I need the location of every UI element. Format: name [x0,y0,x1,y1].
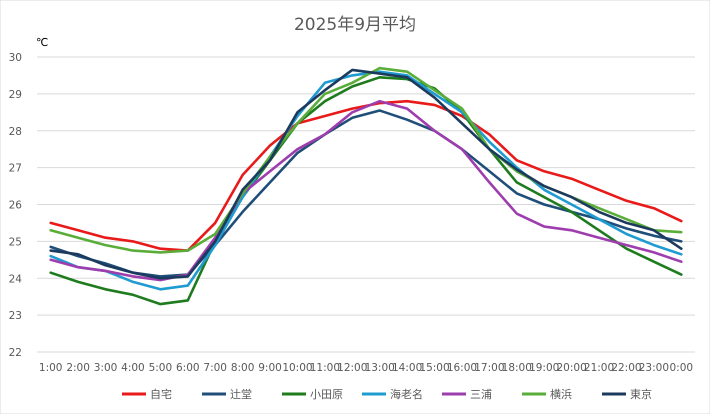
y-tick-label: 28 [9,126,22,138]
legend-label: 横浜 [550,387,572,401]
x-tick-label: 2:00 [66,362,90,374]
legend-item: 辻堂 [202,387,252,401]
x-tick-label: 19:00 [529,362,559,374]
legend: 自宅 辻堂 小田原 海老名 三浦 横浜 東京 [122,387,652,401]
series-line-4 [49,99,683,282]
y-tick-label: 26 [9,200,23,212]
legend-label: 辻堂 [230,387,252,401]
x-tick-label: 12:00 [337,362,367,374]
y-tick-labels: 22 23 24 25 26 27 28 29 30 [9,52,23,359]
y-tick-label: 24 [9,273,23,285]
x-tick-labels: 1:00 2:00 3:00 4:00 5:00 6:00 7:00 8:00 9:00 10:0… [39,362,693,374]
series-line-3 [49,70,683,291]
x-tick-label: 9:00 [258,362,282,374]
legend-item: 小田原 [282,388,343,401]
y-tick-label: 30 [9,52,22,64]
y-tick-label: 29 [9,89,22,101]
series-line-1 [49,109,683,278]
x-tick-label: 18:00 [502,362,532,374]
legend-label: 東京 [630,387,652,401]
x-tick-label: 15:00 [419,362,449,374]
x-tick-label: 16:00 [447,362,477,374]
series-line-2 [49,76,683,306]
x-tick-label: 22:00 [611,362,641,374]
x-tick-label: 8:00 [231,362,255,374]
legend-label: 海老名 [390,387,423,401]
legend-item: 東京 [602,387,652,401]
x-tick-label: 0:00 [669,362,693,374]
legend-label: 三浦 [470,388,492,401]
y-tick-label: 22 [9,347,22,359]
chart-title: 2025年9月平均 [294,15,416,35]
x-tick-label: 4:00 [121,362,145,374]
legend-label: 小田原 [310,388,343,401]
legend-label: 自宅 [150,387,172,401]
x-tick-label: 14:00 [392,362,422,374]
y-tick-label: 25 [9,236,22,248]
x-tick-label: 11:00 [310,362,340,374]
x-tick-label: 10:00 [282,362,312,374]
x-tick-label: 23:00 [639,362,669,374]
legend-item: 三浦 [442,388,492,401]
x-tick-label: 17:00 [474,362,504,374]
x-tick-label: 21:00 [584,362,614,374]
y-tick-label: 27 [9,163,22,175]
series-line-6 [49,68,683,280]
x-tick-label: 13:00 [365,362,395,374]
y-axis-unit: ℃ [36,36,48,49]
series-lines [49,66,683,306]
x-tick-label: 20:00 [556,362,586,374]
legend-item: 横浜 [522,387,572,401]
legend-item: 自宅 [122,387,172,401]
x-tick-label: 7:00 [203,362,227,374]
legend-item: 海老名 [362,387,423,401]
y-tick-label: 23 [9,310,22,322]
x-tick-label: 5:00 [149,362,173,374]
x-tick-label: 6:00 [176,362,200,374]
x-tick-label: 1:00 [39,362,63,374]
x-tick-label: 3:00 [94,362,118,374]
